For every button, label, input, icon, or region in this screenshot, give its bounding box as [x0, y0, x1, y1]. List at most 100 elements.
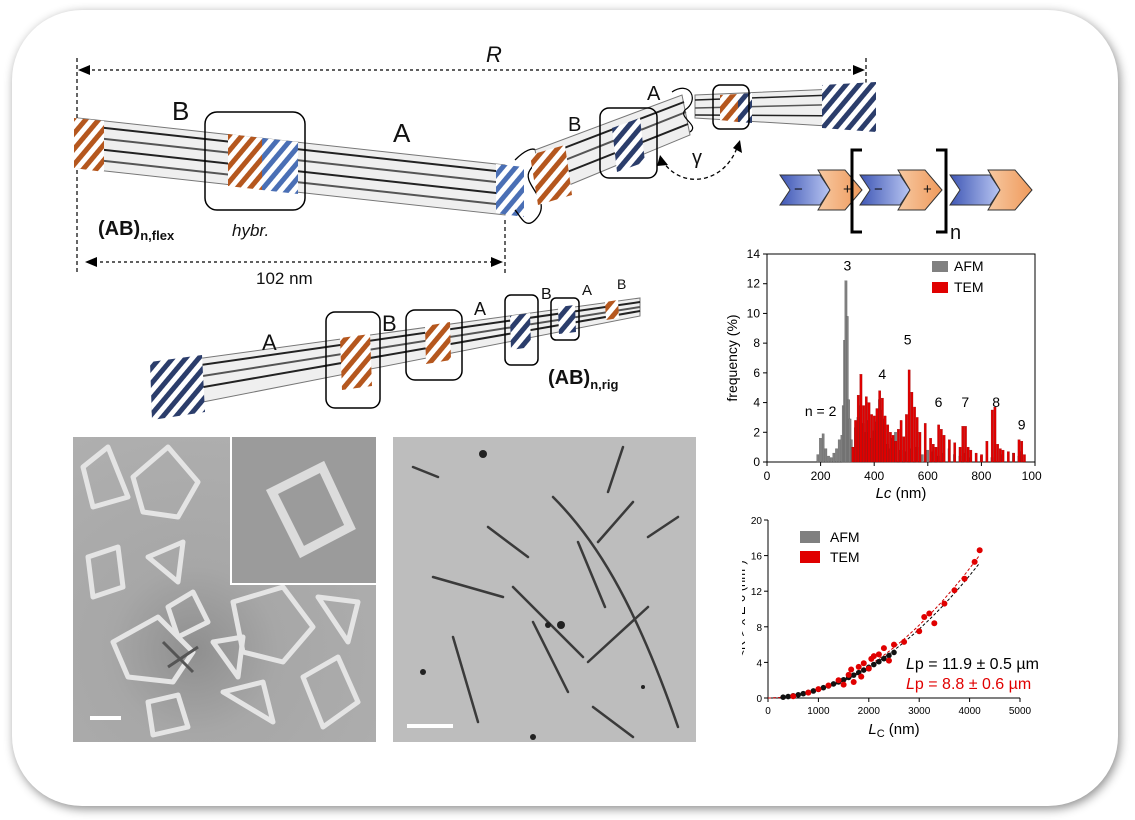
flex-name-sub: n,flex: [140, 228, 175, 243]
bar-tem: [875, 408, 879, 463]
rig-label-a: A: [474, 299, 487, 319]
point-afm: [850, 672, 857, 678]
flex-chain-schematic: [74, 58, 1033, 275]
rig-label-a: A: [262, 330, 277, 355]
point-tem: [855, 663, 862, 670]
x-tick-label: 5000: [1009, 706, 1032, 717]
bar-tem: [862, 405, 865, 463]
scheme-sign: +: [843, 181, 852, 198]
peak-label: 5: [904, 332, 912, 348]
point-tem: [916, 628, 923, 635]
bar-tem: [894, 441, 898, 463]
x-tick-label: 400: [864, 469, 884, 483]
y-tick-label: 4: [753, 396, 760, 410]
bar-tem: [899, 420, 903, 463]
legend-swatch: [932, 282, 948, 293]
bar-afm: [921, 454, 924, 463]
point-afm: [876, 658, 882, 665]
y-tick-label: 6: [753, 366, 760, 380]
bar-tem: [1017, 439, 1021, 463]
fit-tem-label: Lp = 8.8 ± 0.6 µm: [906, 676, 1031, 694]
block-a-label: A: [393, 118, 411, 148]
bar-tem: [886, 424, 890, 463]
bar-tem: [969, 449, 973, 463]
block-b-label: B: [172, 96, 190, 126]
bar-tem: [958, 446, 962, 463]
bundle-1: [74, 117, 524, 217]
bar-tem: [897, 429, 900, 463]
lp-sub: p: [914, 656, 924, 673]
point-afm: [820, 684, 827, 691]
rig-name: (AB)n,rig: [548, 367, 618, 392]
point-tem: [815, 686, 822, 693]
bar-tem: [915, 417, 919, 463]
gamma-label: γ: [692, 147, 702, 169]
hybr-label: hybr.: [232, 221, 270, 240]
point-afm: [795, 691, 802, 698]
scheme-n-label: n: [950, 222, 962, 244]
bar-tem: [998, 448, 1002, 463]
y-tick-label: 4: [756, 658, 762, 669]
scheme-sign: −: [794, 181, 803, 198]
point-afm: [840, 676, 847, 683]
y-tick-label: 20: [751, 516, 763, 527]
bar-tem: [1007, 451, 1010, 463]
bar-afm: [845, 316, 849, 463]
point-afm: [881, 655, 887, 662]
point-tem: [805, 689, 812, 696]
inset-square-closeup: [230, 437, 376, 585]
legend-swatch: [932, 261, 948, 272]
bar-tem: [873, 415, 876, 463]
bar-afm: [835, 448, 838, 463]
lp-sub: p: [914, 676, 924, 693]
lp-value: = 11.9 ± 0.5 µm: [923, 656, 1039, 673]
rig-label-b: B: [382, 311, 397, 336]
tem-micrograph-polygons: [73, 437, 376, 742]
bar-afm: [819, 438, 822, 463]
bar-tem: [1012, 452, 1015, 463]
point-tem: [951, 587, 958, 594]
bar-tem: [889, 432, 892, 463]
point-tem: [848, 666, 855, 673]
point-tem: [901, 638, 908, 645]
scheme-sign: −: [874, 181, 883, 198]
flex-name: (AB)n,flex: [98, 218, 174, 243]
point-afm: [886, 652, 892, 659]
x-tick-label: 200: [811, 469, 831, 483]
peak-label: n = 2: [805, 403, 837, 419]
rig-label-b: B: [617, 276, 627, 292]
point-tem: [858, 673, 865, 680]
x-tick-label: 1000: [807, 706, 830, 717]
point-afm: [780, 694, 786, 700]
rig-name-sub: n,rig: [590, 377, 619, 392]
scatter-chart: 0 1000 2000 3000 4000 5000 0 4 8 12 16 20 LC (nm) <R²…: [742, 516, 1032, 740]
x-tick-label: 2000: [858, 706, 881, 717]
rigid-chain-schematic: [150, 294, 641, 420]
bar-tem: [867, 402, 871, 463]
bar-afm: [821, 433, 825, 463]
point-tem: [825, 682, 832, 689]
bar-tem: [859, 374, 863, 463]
x-tick-label: 0: [764, 469, 771, 483]
bar-tem: [974, 452, 978, 463]
peak-label: 9: [1018, 416, 1026, 432]
bar-afm: [827, 455, 830, 463]
bar-tem: [881, 397, 884, 463]
bar-tem: [980, 454, 983, 463]
peak-label: 7: [961, 394, 969, 410]
y-tick-label: 10: [747, 306, 761, 320]
point-tem: [845, 671, 852, 678]
point-tem: [961, 575, 968, 582]
bar-tem: [993, 406, 997, 463]
point-afm: [871, 661, 877, 668]
y-tick-label: 12: [747, 277, 761, 291]
point-tem: [880, 645, 887, 652]
bar-tem: [918, 432, 922, 463]
bar-tem: [851, 446, 855, 463]
bar-tem: [966, 446, 970, 463]
block-b2-label: B: [568, 114, 582, 136]
bar-tem: [864, 396, 868, 463]
bar-tem: [1001, 449, 1005, 463]
point-tem: [875, 651, 882, 658]
bar-tem: [931, 444, 935, 463]
